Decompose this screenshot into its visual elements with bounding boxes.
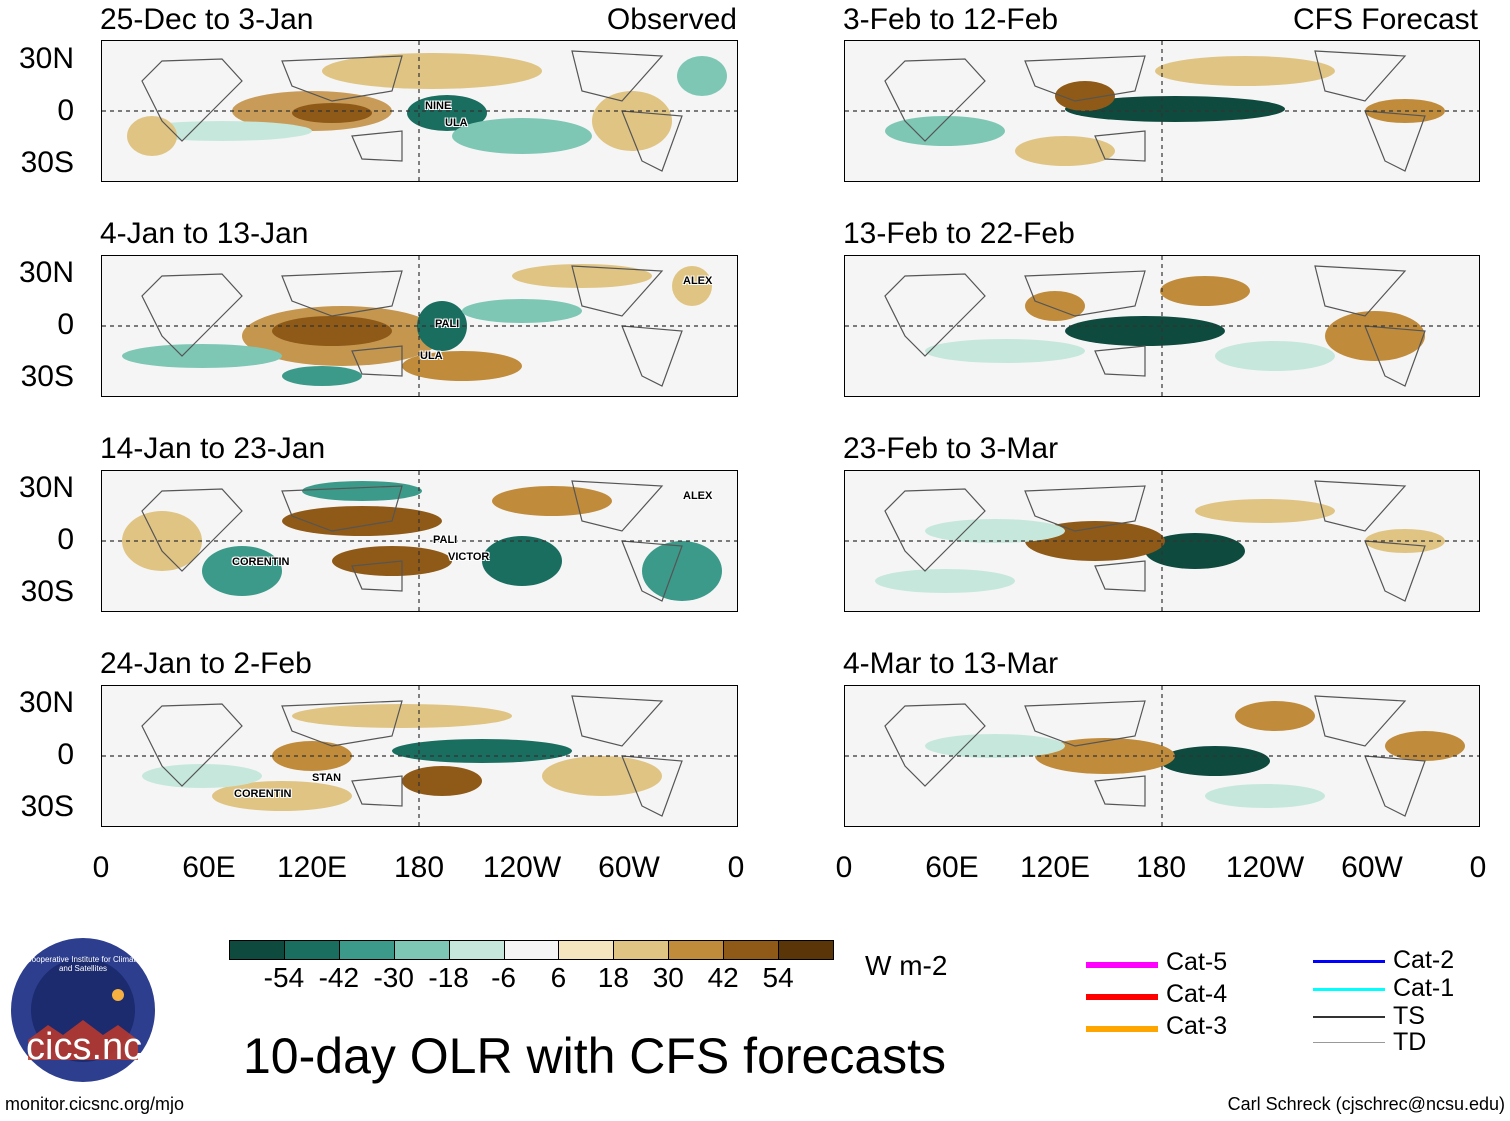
storm-label: ALEX (683, 490, 713, 502)
legend-label: Cat-3 (1166, 1012, 1228, 1040)
colorbar-label: -18 (428, 962, 469, 993)
storm-label: PALI (433, 534, 458, 546)
legend-label: TD (1393, 1028, 1427, 1056)
storm-label: ULA (420, 350, 443, 362)
colorbar-swatch (613, 940, 670, 960)
lon-label: 0 (92, 851, 110, 884)
storm-label: PALI (435, 318, 460, 330)
figure-title: 10-day OLR with CFS forecasts (243, 1028, 947, 1084)
legend-line-cat-5 (1086, 962, 1158, 968)
colorbar-label: 6 (550, 962, 567, 993)
legend-line-ts (1313, 1016, 1385, 1018)
storm-label: CORENTIN (232, 556, 290, 568)
colorbar-swatch (448, 940, 505, 960)
logo-ring-text: Cooperative Institute for Climate and Sa… (25, 955, 141, 973)
colorbar-swatch (283, 940, 340, 960)
lon-label: 60E (182, 851, 236, 884)
observed-header: Observed (606, 3, 737, 36)
colorbar-swatch (558, 940, 615, 960)
lon-label: 0 (1469, 851, 1487, 884)
storm-label: VICTOR (448, 551, 490, 563)
colorbar-swatch (723, 940, 780, 960)
colorbar-label: -42 (318, 962, 360, 993)
lon-label: 120W (1225, 851, 1305, 884)
lat-label-0: 0 (57, 523, 74, 556)
lat-label-30n: 30N (18, 256, 74, 289)
panel-7-title: 23-Feb to 3-Mar (843, 432, 1059, 465)
colorbar-swatch (229, 940, 285, 960)
cics-logo (11, 938, 155, 1082)
panel-3-title: 14-Jan to 23-Jan (100, 432, 326, 465)
colorbar-label: 30 (652, 962, 684, 993)
lat-label-30n: 30N (18, 471, 74, 504)
storm-label: ULA (445, 117, 468, 129)
colorbar-swatch (393, 940, 450, 960)
colorbar-swatch (778, 940, 834, 960)
footer-url: monitor.cicsnc.org/mjo (5, 1094, 185, 1114)
lon-label: 180 (393, 851, 445, 884)
legend-line-td (1313, 1042, 1385, 1043)
olr-map-panel-3 (101, 470, 738, 612)
legend-line-cat-3 (1086, 1026, 1158, 1032)
legend-label: Cat-1 (1393, 974, 1455, 1002)
olr-map-panel-7 (844, 470, 1480, 612)
lat-label-0: 0 (57, 738, 74, 771)
storm-label: ALEX (683, 275, 713, 287)
lat-label-0: 0 (57, 94, 74, 127)
logo-text: cics.nc (26, 1026, 143, 1068)
lon-label: 120E (1019, 851, 1091, 884)
lat-label-0: 0 (57, 308, 74, 341)
lat-label-30s: 30S (20, 575, 74, 608)
lat-label-30n: 30N (18, 686, 74, 719)
lon-label: 60E (925, 851, 979, 884)
panel-5-title: 3-Feb to 12-Feb (843, 3, 1059, 36)
olr-map-panel-8 (844, 685, 1480, 827)
olr-map-panel-5 (844, 40, 1480, 182)
legend-label: Cat-4 (1166, 980, 1228, 1008)
colorbar-unit: W m-2 (865, 950, 948, 981)
colorbar-label: 42 (707, 962, 739, 993)
storm-label: CORENTIN (234, 788, 292, 800)
lat-label-30s: 30S (20, 790, 74, 823)
lon-label: 120W (482, 851, 562, 884)
panel-4-title: 24-Jan to 2-Feb (100, 647, 312, 680)
colorbar-label: 54 (762, 962, 794, 993)
olr-map-panel-6 (844, 255, 1480, 397)
forecast-header: CFS Forecast (1292, 3, 1478, 36)
olr-map-panel-2 (101, 255, 738, 397)
colorbar-label: -54 (263, 962, 305, 993)
legend-label: Cat-5 (1166, 948, 1228, 976)
olr-map-panel-1 (101, 40, 738, 182)
panel-2-title: 4-Jan to 13-Jan (100, 217, 309, 250)
lon-label: 0 (727, 851, 745, 884)
lon-label: 0 (835, 851, 853, 884)
lat-label-30n: 30N (18, 42, 74, 75)
lat-label-30s: 30S (20, 146, 74, 179)
colorbar-label: -6 (491, 962, 516, 993)
legend-label: TS (1393, 1002, 1425, 1030)
legend-line-cat-1 (1313, 988, 1385, 991)
lon-label: 120E (276, 851, 348, 884)
colorbar-swatch (338, 940, 395, 960)
storm-label: NINE (425, 100, 452, 112)
panel-6-title: 13-Feb to 22-Feb (843, 217, 1075, 250)
colorbar-swatch (503, 940, 560, 960)
lon-label: 60W (598, 851, 660, 884)
olr-map-panel-4 (101, 685, 738, 827)
colorbar-swatch (668, 940, 725, 960)
legend-label: Cat-2 (1393, 946, 1455, 974)
footer-credit: Carl Schreck (cjschrec@ncsu.edu) (1227, 1094, 1505, 1114)
colorbar-label: 18 (597, 962, 629, 993)
lat-label-30s: 30S (20, 360, 74, 393)
legend-line-cat-4 (1086, 994, 1158, 1000)
colorbar-label: -30 (373, 962, 414, 993)
panel-8-title: 4-Mar to 13-Mar (843, 647, 1059, 680)
lon-label: 60W (1341, 851, 1403, 884)
legend-line-cat-2 (1313, 960, 1385, 963)
lon-label: 180 (1135, 851, 1187, 884)
panel-1-title: 25-Dec to 3-Jan (100, 3, 314, 36)
storm-label: STAN (312, 772, 342, 784)
